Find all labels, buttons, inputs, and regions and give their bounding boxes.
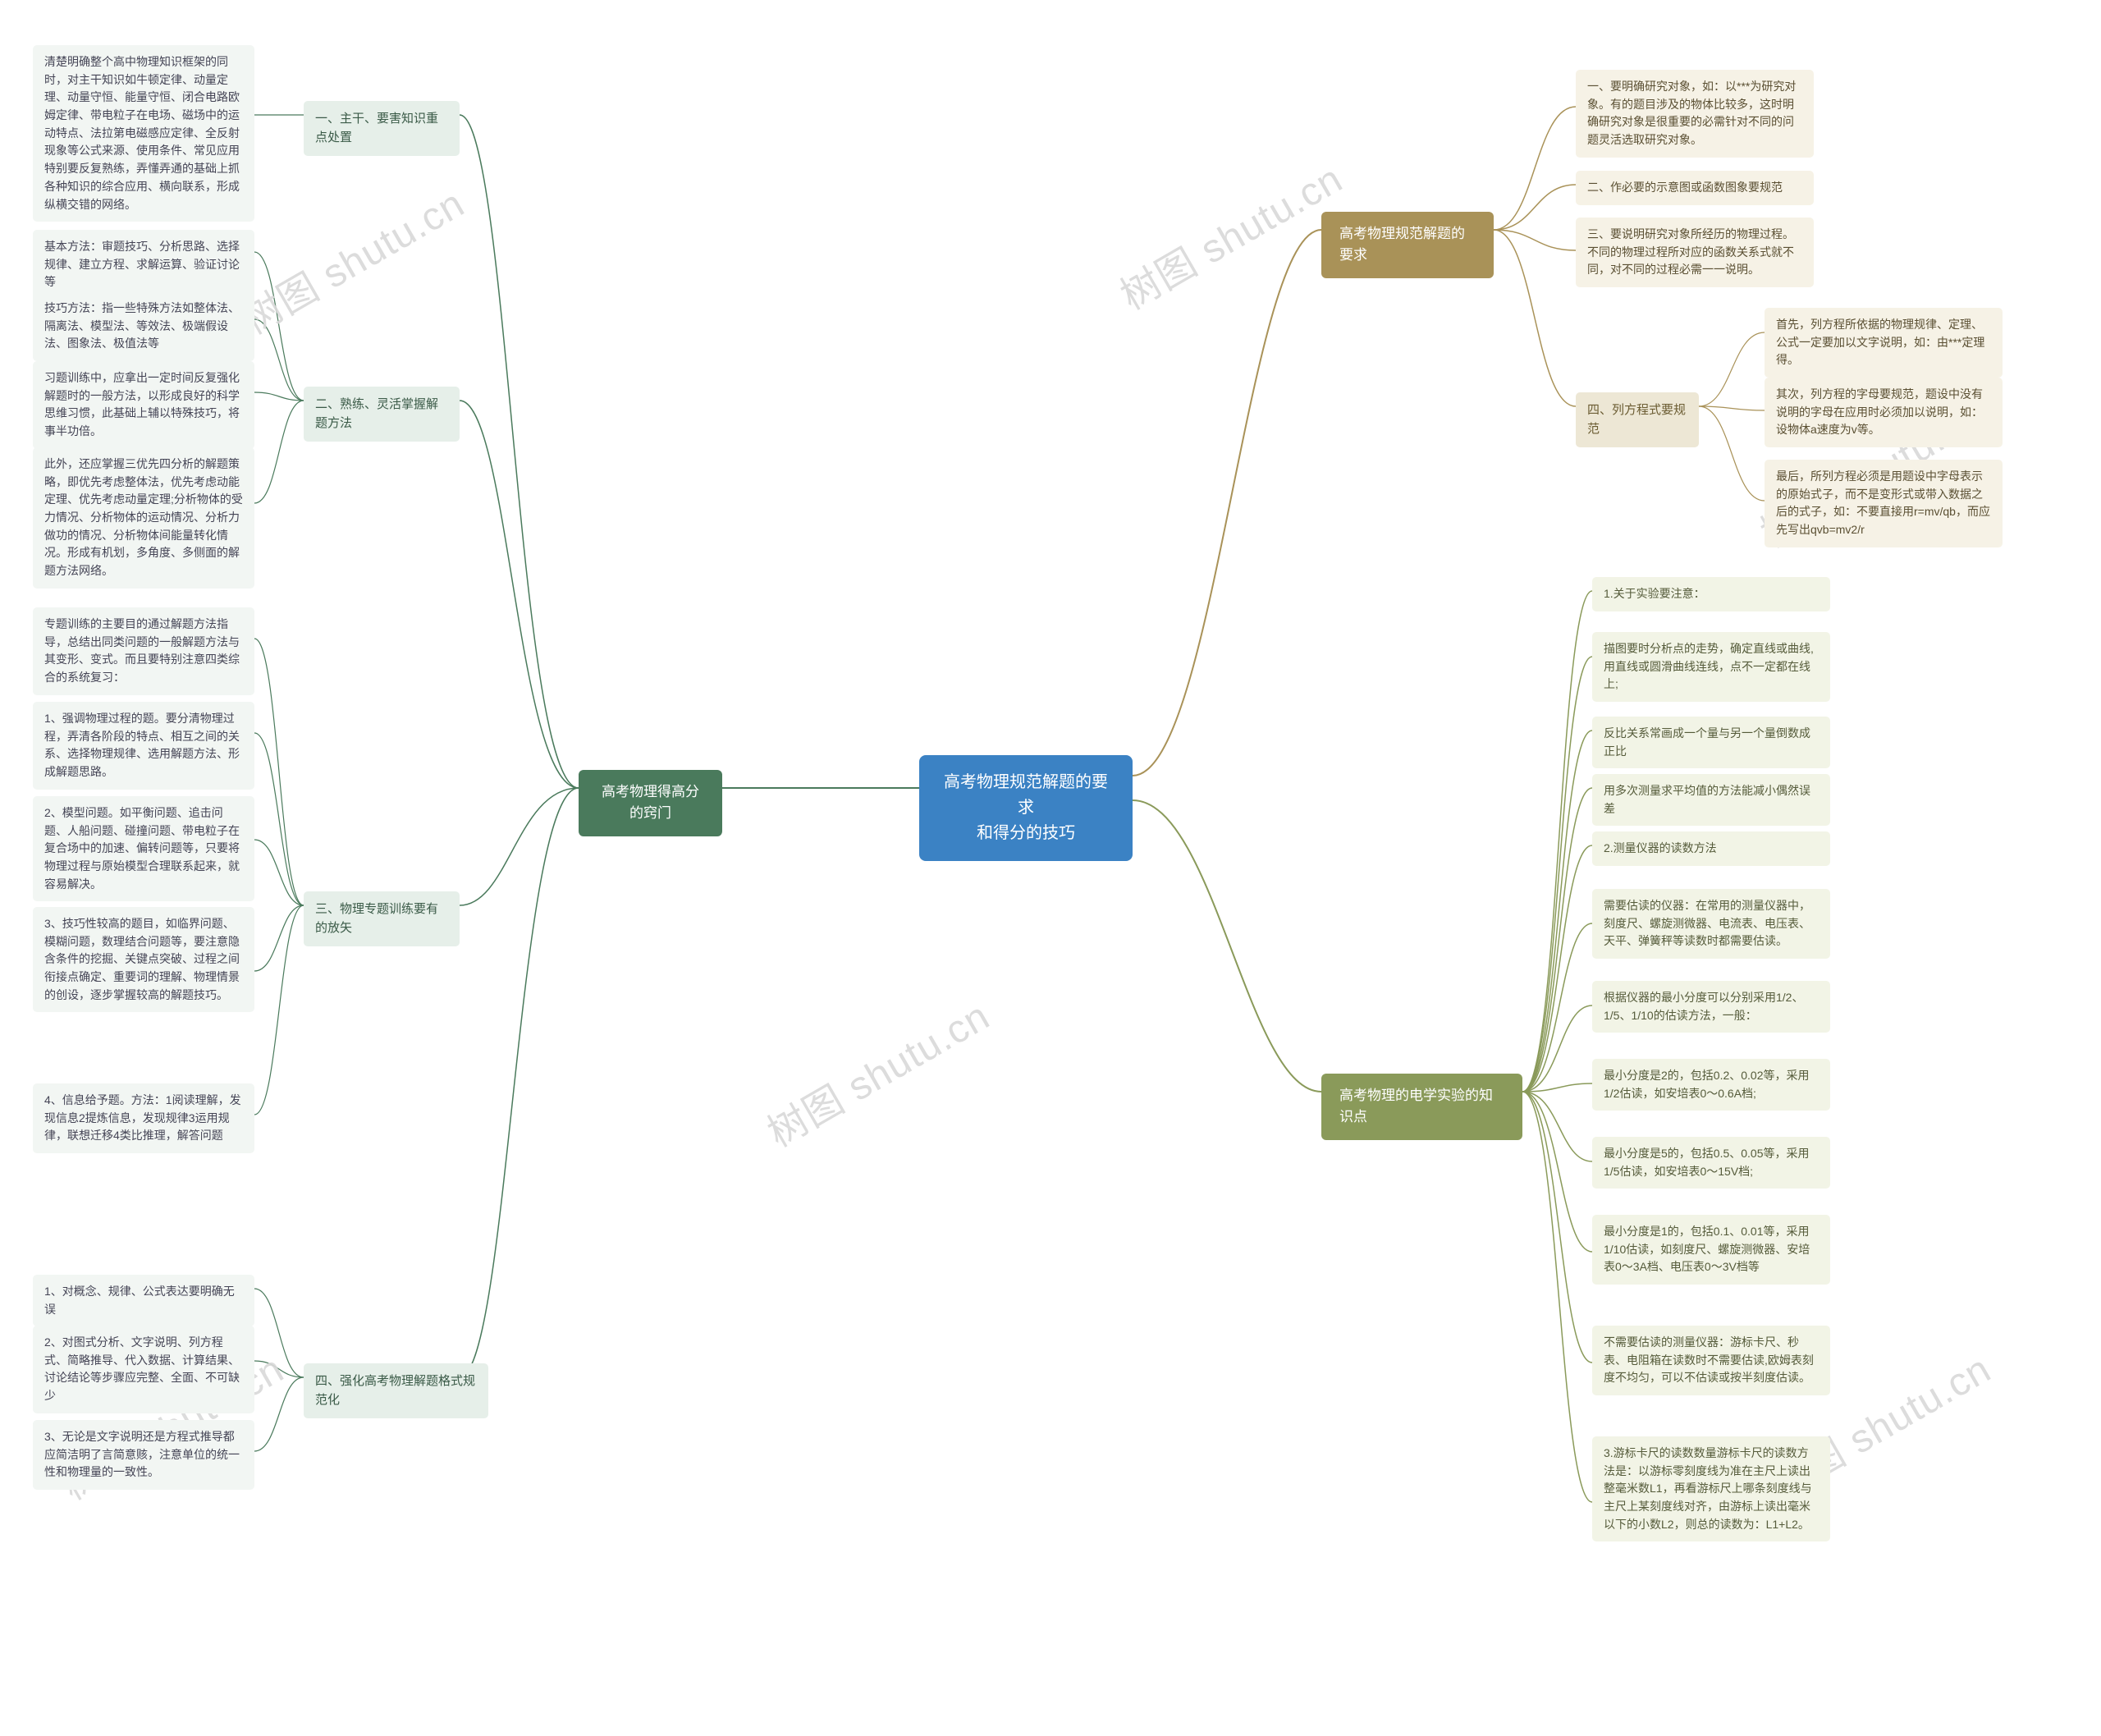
left-leaf-4-1: 2、对图式分析、文字说明、列方程式、简略推导、代入数据、计算结果、讨论结论等步骤… [33,1326,254,1413]
right2-leaf-0: 1.关于实验要注意： [1592,577,1830,611]
left-sub-4-label: 四、强化高考物理解题格式规范化 [315,1374,475,1407]
left-leaf-2-3: 此外，还应掌握三优先四分析的解题策略，即优先考虑整体法，优先考虑动能定理、优先考… [33,447,254,589]
watermark: 树图 shutu.cn [755,984,998,1158]
right1-sub-4-label: 四、列方程式要规范 [1587,403,1686,436]
right2-leaf-4: 2.测量仪器的读数方法 [1592,831,1830,866]
right2-main-label: 高考物理的电学实验的知识点 [1339,1088,1493,1125]
left-leaf-3-4: 4、信息给予题。方法：1阅读理解，发现信息2提炼信息，发现规律3运用规律，联想迁… [33,1083,254,1153]
left-sub-4[interactable]: 四、强化高考物理解题格式规范化 [304,1363,488,1418]
left-leaf-3-2: 2、模型问题。如平衡问题、追击问题、人船问题、碰撞问题、带电粒子在复合场中的加速… [33,796,254,901]
right1-leaf-1: 二、作必要的示意图或函数图象要规范 [1576,171,1814,205]
watermark: 树图 shutu.cn [1108,147,1351,321]
root-title-line1: 高考物理规范解题的要求 [942,770,1110,821]
right2-leaf-5: 需要估读的仪器：在常用的测量仪器中，刻度尺、螺旋测微器、电流表、电压表、天平、弹… [1592,889,1830,959]
left-sub-1[interactable]: 一、主干、要害知识重点处置 [304,101,460,156]
right1-leaf-4-0: 首先，列方程所依据的物理规律、定理、公式一定要加以文字说明，如：由***定理得。 [1765,308,2003,378]
left-main-label: 高考物理得高分的窍门 [602,784,699,821]
left-leaf-2-2: 习题训练中，应拿出一定时间反复强化解题时的一般方法，以形成良好的科学思维习惯，此… [33,361,254,449]
right2-leaf-8: 最小分度是5的，包括0.5、0.05等，采用1/5估读，如安培表0～15V档; [1592,1137,1830,1189]
right2-main[interactable]: 高考物理的电学实验的知识点 [1321,1074,1522,1140]
left-sub-1-label: 一、主干、要害知识重点处置 [315,112,438,144]
right1-leaf-2: 三、要说明研究对象所经历的物理过程。不同的物理过程所对应的函数关系式就不同，对不… [1576,218,1814,287]
right1-main-label: 高考物理规范解题的要求 [1339,226,1465,263]
right2-leaf-6: 根据仪器的最小分度可以分别采用1/2、1/5、1/10的估读方法，一般： [1592,981,1830,1033]
left-sub-3[interactable]: 三、物理专题训练要有的放矢 [304,891,460,946]
watermark: 树图 shutu.cn [230,172,473,346]
left-sub-2-label: 二、熟练、灵活掌握解题方法 [315,397,438,430]
right2-leaf-11: 3.游标卡尺的读数数量游标卡尺的读数方法是：以游标零刻度线为准在主尺上读出整毫米… [1592,1436,1830,1541]
root-node[interactable]: 高考物理规范解题的要求 和得分的技巧 [919,755,1133,861]
right1-leaf-0: 一、要明确研究对象，如：以***为研究对象。有的题目涉及的物体比较多，这时明确研… [1576,70,1814,158]
right1-main[interactable]: 高考物理规范解题的要求 [1321,212,1494,278]
left-sub-2[interactable]: 二、熟练、灵活掌握解题方法 [304,387,460,442]
root-title-line2: 和得分的技巧 [942,821,1110,846]
right2-leaf-9: 最小分度是1的，包括0.1、0.01等，采用1/10估读，如刻度尺、螺旋测微器、… [1592,1215,1830,1285]
mindmap-canvas: 树图 shutu.cn 树图 shutu.cn 树图 shutu.cn 树图 s… [0,0,2101,1736]
right2-leaf-1: 描图要时分析点的走势，确定直线或曲线,用直线或圆滑曲线连线，点不一定都在线上; [1592,632,1830,702]
right1-leaf-4-2: 最后，所列方程必须是用题设中字母表示的原始式子，而不是变形式或带入数据之后的式子… [1765,460,2003,547]
left-sub-3-label: 三、物理专题训练要有的放矢 [315,902,438,935]
left-leaf-4-0: 1、对概念、规律、公式表达要明确无误 [33,1275,254,1326]
left-leaf-2-0: 基本方法：审题技巧、分析思路、选择规律、建立方程、求解运算、验证讨论等 [33,230,254,300]
right2-leaf-2: 反比关系常画成一个量与另一个量倒数成正比 [1592,717,1830,768]
right2-leaf-7: 最小分度是2的，包括0.2、0.02等，采用1/2估读，如安培表0～0.6A档; [1592,1059,1830,1111]
left-leaf-2-1: 技巧方法：指一些特殊方法如整体法、隔离法、模型法、等效法、极端假设法、图象法、极… [33,291,254,361]
left-leaf-3-0: 专题训练的主要目的通过解题方法指导，总结出同类问题的一般解题方法与其变形、变式。… [33,607,254,695]
left-leaf-1-0: 清楚明确整个高中物理知识框架的同时，对主干知识如牛顿定律、动量定理、动量守恒、能… [33,45,254,222]
right1-leaf-4-1: 其次，列方程的字母要规范，题设中没有说明的字母在应用时必须加以说明，如：设物体a… [1765,378,2003,447]
left-leaf-3-1: 1、强调物理过程的题。要分清物理过程，弄清各阶段的特点、相互之间的关系、选择物理… [33,702,254,790]
left-leaf-3-3: 3、技巧性较高的题目，如临界问题、模糊问题，数理结合问题等，要注意隐含条件的挖掘… [33,907,254,1012]
right2-leaf-10: 不需要估读的测量仪器：游标卡尺、秒表、电阻箱在读数时不需要估读,欧姆表刻度不均匀… [1592,1326,1830,1395]
right2-leaf-3: 用多次测量求平均值的方法能减小偶然误差 [1592,774,1830,826]
left-leaf-4-2: 3、无论是文字说明还是方程式推导都应简洁明了言简意赅，注意单位的统一性和物理量的… [33,1420,254,1490]
right1-sub-4[interactable]: 四、列方程式要规范 [1576,392,1699,447]
left-main[interactable]: 高考物理得高分的窍门 [579,770,722,836]
